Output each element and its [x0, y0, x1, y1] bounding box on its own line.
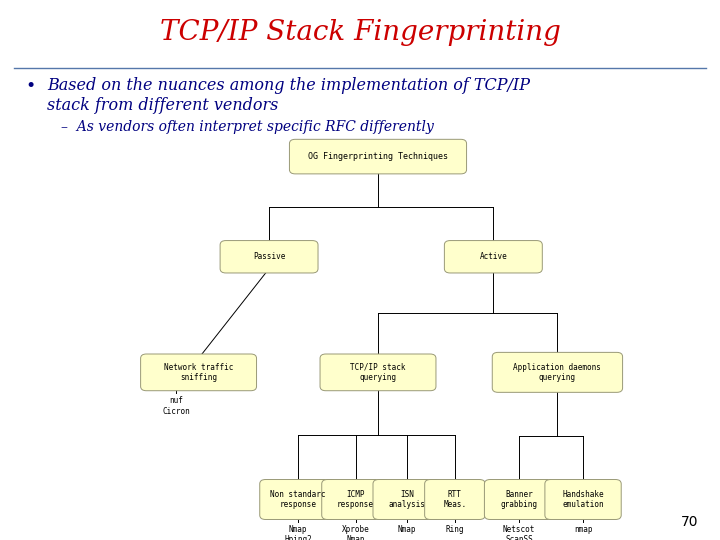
Text: Handshake
emulation: Handshake emulation — [562, 490, 604, 509]
Text: TCP/IP Stack Fingerprinting: TCP/IP Stack Fingerprinting — [160, 19, 560, 46]
Text: Netscot
ScanSS
...: Netscot ScanSS ... — [503, 525, 535, 540]
FancyBboxPatch shape — [485, 480, 554, 519]
Text: ISN
analysis: ISN analysis — [388, 490, 426, 509]
Text: Non standarc
response: Non standarc response — [270, 490, 325, 509]
Text: •: • — [25, 77, 35, 94]
Text: Banner
grabbing: Banner grabbing — [500, 490, 537, 509]
Text: stack from different vendors: stack from different vendors — [47, 97, 278, 114]
Text: nmap: nmap — [574, 525, 593, 534]
FancyBboxPatch shape — [373, 480, 441, 519]
Text: –  As vendors often interpret specific RFC differently: – As vendors often interpret specific RF… — [61, 120, 434, 134]
Text: Xprobe
Nmap
Hping2
N2
...: Xprobe Nmap Hping2 N2 ... — [342, 525, 369, 540]
Text: ICMP
response: ICMP response — [337, 490, 374, 509]
FancyBboxPatch shape — [492, 353, 623, 393]
Text: OG Fingerprinting Techniques: OG Fingerprinting Techniques — [308, 152, 448, 161]
Text: TCP/IP stack
querying: TCP/IP stack querying — [350, 363, 406, 382]
FancyBboxPatch shape — [140, 354, 256, 391]
FancyBboxPatch shape — [260, 480, 336, 519]
Text: RTT
Meas.: RTT Meas. — [444, 490, 467, 509]
Text: Application daemons
querying: Application daemons querying — [513, 363, 601, 382]
Text: nuf
Cicron: nuf Cicron — [162, 396, 190, 415]
FancyBboxPatch shape — [289, 139, 467, 174]
Text: Network traffic
sniffing: Network traffic sniffing — [164, 363, 233, 382]
FancyBboxPatch shape — [320, 354, 436, 391]
FancyBboxPatch shape — [220, 241, 318, 273]
FancyBboxPatch shape — [322, 480, 390, 519]
Text: Nmap
Hping2
...: Nmap Hping2 ... — [284, 525, 312, 540]
Text: Based on the nuances among the implementation of TCP/IP: Based on the nuances among the implement… — [47, 77, 530, 93]
Text: Ring: Ring — [446, 525, 464, 534]
Text: 70: 70 — [681, 515, 698, 529]
FancyBboxPatch shape — [545, 480, 621, 519]
Text: Active: Active — [480, 252, 507, 261]
FancyBboxPatch shape — [444, 241, 542, 273]
Text: Nmap
..: Nmap .. — [397, 525, 416, 540]
FancyBboxPatch shape — [425, 480, 485, 519]
Text: Passive: Passive — [253, 252, 285, 261]
